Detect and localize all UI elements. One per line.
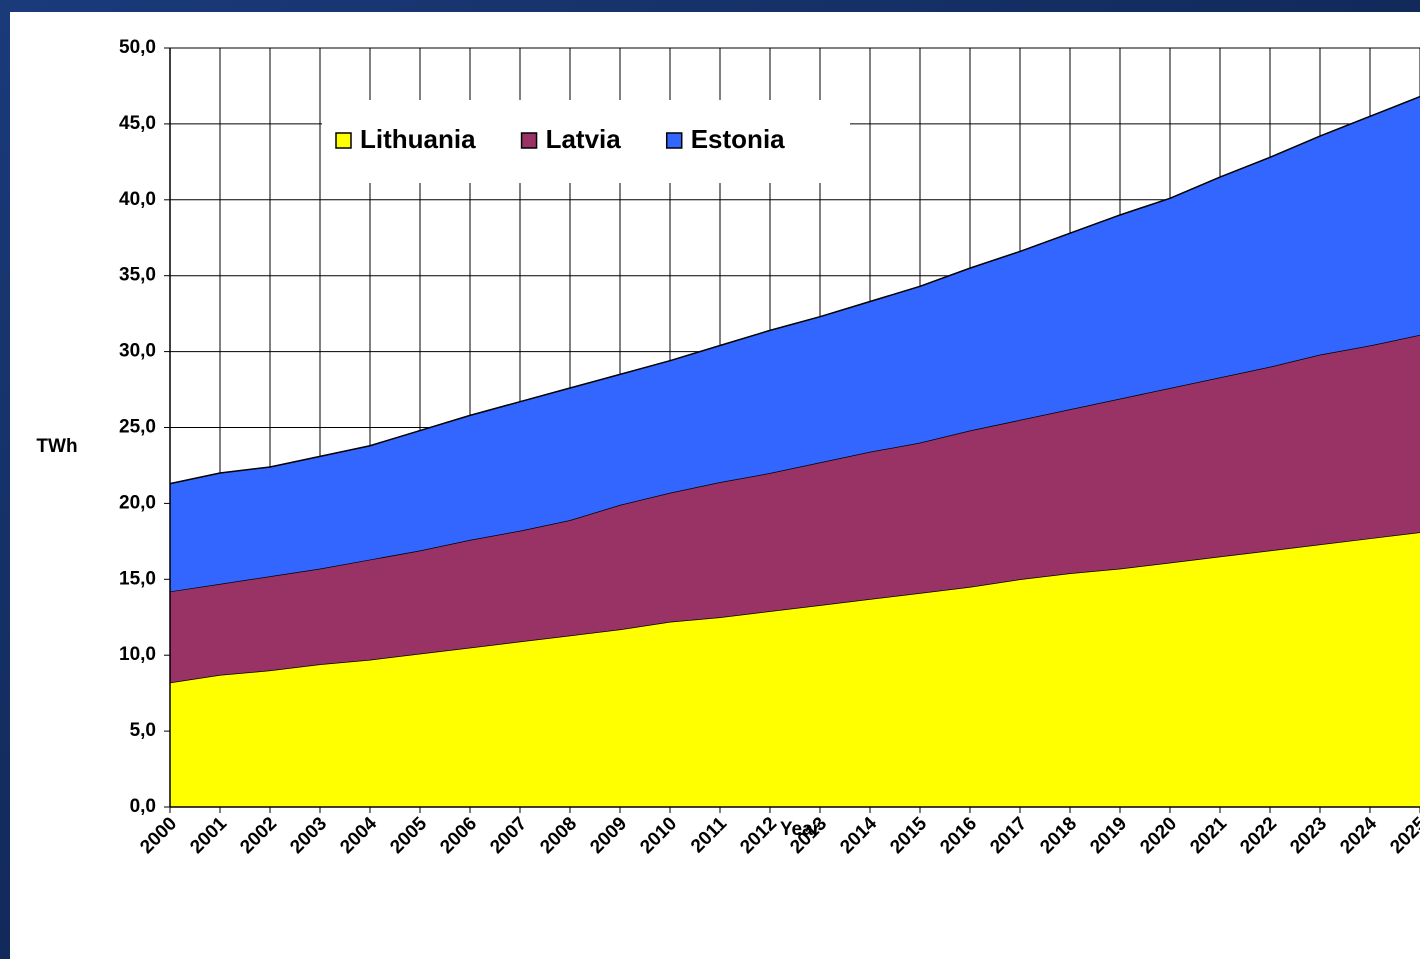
x-axis-title: Year bbox=[780, 819, 821, 840]
y-tick-label: 30,0 bbox=[119, 341, 156, 362]
y-tick-label: 40,0 bbox=[119, 189, 156, 210]
y-tick-label: 45,0 bbox=[119, 113, 156, 134]
legend-label: Estonia bbox=[691, 124, 785, 154]
y-tick-label: 15,0 bbox=[119, 568, 156, 589]
legend-swatch bbox=[335, 132, 352, 149]
y-tick-label: 10,0 bbox=[119, 644, 156, 665]
area bbox=[170, 334, 1420, 683]
y-tick-label: 5,0 bbox=[130, 720, 156, 741]
legend-label: Lithuania bbox=[360, 124, 476, 154]
legend-swatch bbox=[665, 132, 683, 149]
y-tick-label: 0,0 bbox=[130, 796, 156, 817]
y-tick-label: 50,0 bbox=[119, 37, 156, 58]
legend-box bbox=[322, 100, 850, 183]
y-tick-label: 35,0 bbox=[119, 265, 156, 286]
y-tick-label: 20,0 bbox=[119, 492, 156, 513]
area-edge bbox=[169, 95, 1420, 485]
legend-label: Latvia bbox=[546, 124, 622, 154]
area bbox=[170, 532, 1420, 807]
legend-swatch bbox=[520, 132, 538, 149]
y-axis-title: TWh bbox=[36, 436, 77, 457]
y-tick-label: 25,0 bbox=[119, 417, 156, 438]
